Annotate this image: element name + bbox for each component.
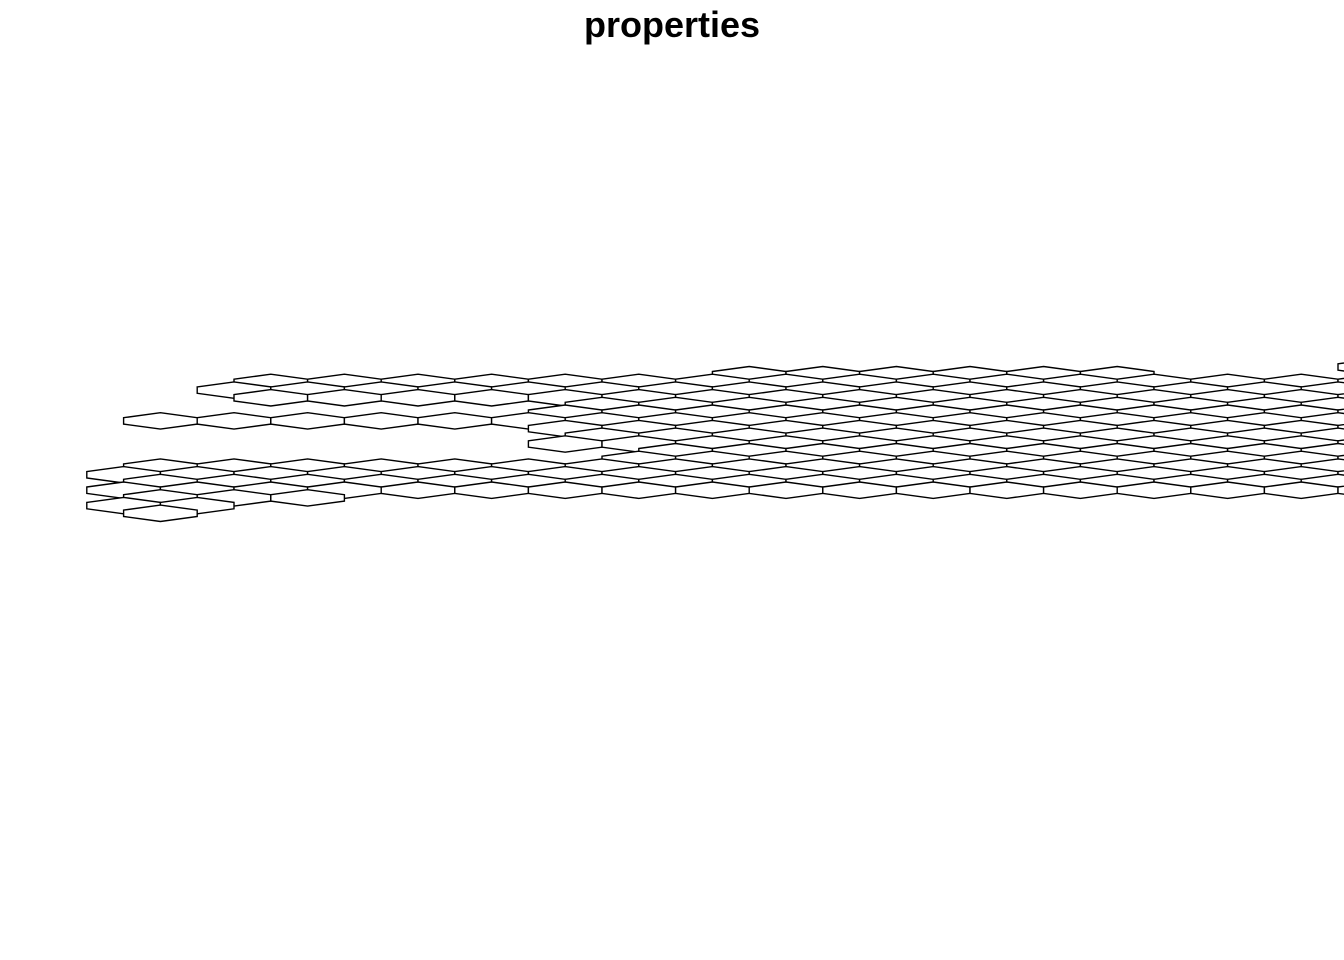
hex-cell	[270, 411, 346, 430]
hex-cell	[122, 411, 198, 430]
hex-cell	[1337, 362, 1344, 372]
hex-cell	[122, 504, 198, 523]
hex-cell	[343, 411, 419, 430]
hex-cell	[1337, 485, 1344, 495]
hex-cells-layer	[86, 362, 1344, 523]
hex-cell	[270, 488, 346, 507]
hex-cell	[196, 411, 272, 430]
plot-title: properties	[583, 4, 761, 45]
hex-cell	[417, 411, 493, 430]
